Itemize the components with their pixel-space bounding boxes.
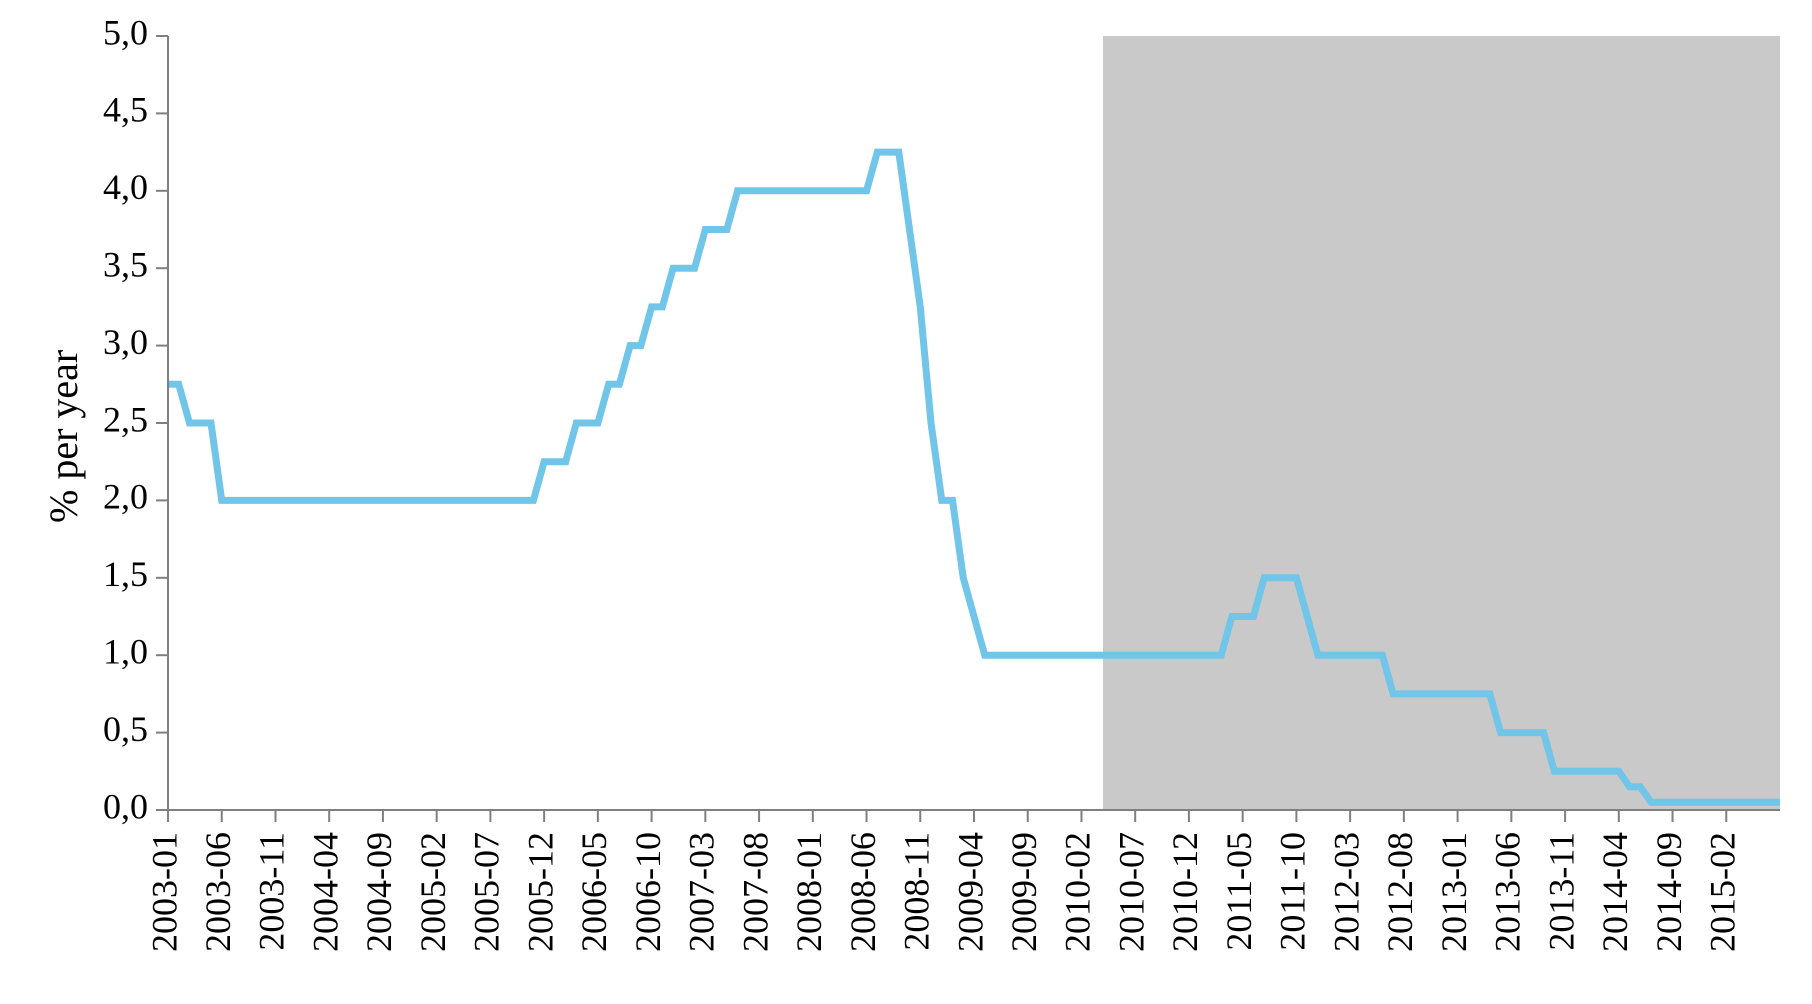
y-tick-label: 2,5 xyxy=(103,399,148,439)
x-tick-label: 2004-04 xyxy=(305,832,345,952)
x-tick-label: 2003-11 xyxy=(252,832,292,951)
x-tick-label: 2008-01 xyxy=(789,832,829,952)
y-tick-label: 0,0 xyxy=(103,786,148,826)
y-tick-label: 1,0 xyxy=(103,631,148,671)
x-tick-label: 2012-03 xyxy=(1326,832,1366,952)
y-tick-label: 3,5 xyxy=(103,244,148,284)
x-tick-label: 2015-02 xyxy=(1703,832,1743,952)
x-tick-label: 2012-08 xyxy=(1380,832,1420,952)
y-tick-label: 3,0 xyxy=(103,322,148,362)
x-tick-label: 2013-01 xyxy=(1434,832,1474,952)
x-tick-label: 2004-09 xyxy=(359,832,399,952)
x-tick-label: 2010-12 xyxy=(1165,832,1205,952)
x-tick-label: 2008-06 xyxy=(843,832,883,952)
x-tick-label: 2011-05 xyxy=(1219,832,1259,951)
x-tick-label: 2005-02 xyxy=(413,832,453,952)
x-tick-label: 2009-04 xyxy=(950,832,990,952)
x-tick-label: 2005-07 xyxy=(467,832,507,952)
chart-svg: 0,0 0,5 1,0 1,5 2,0 2,5 3,0 3,5 4,0 4,5 5,0 2003-01… xyxy=(0,0,1812,1004)
y-tick-label: 1,5 xyxy=(103,554,148,594)
y-tick-label: 0,5 xyxy=(103,709,148,749)
y-tick-label: 4,0 xyxy=(103,167,148,207)
x-tick-label: 2005-12 xyxy=(520,832,560,952)
x-tick-label: 2003-06 xyxy=(198,832,238,952)
x-tick-label: 2013-11 xyxy=(1541,832,1581,951)
x-tick-label: 2007-08 xyxy=(735,832,775,952)
x-tick-label: 2011-10 xyxy=(1273,832,1313,951)
x-tick-label: 2008-11 xyxy=(897,832,937,951)
x-tick-label: 2007-03 xyxy=(682,832,722,952)
x-tick-label: 2014-09 xyxy=(1649,832,1689,952)
y-tick-label: 4,5 xyxy=(103,90,148,130)
x-tick-label: 2003-01 xyxy=(144,832,184,952)
interest-rate-chart: 0,0 0,5 1,0 1,5 2,0 2,5 3,0 3,5 4,0 4,5 5,0 2003-01… xyxy=(0,0,1812,1004)
x-tick-label: 2006-10 xyxy=(628,832,668,952)
y-tick-label: 5,0 xyxy=(103,12,148,52)
y-tick-label: 2,0 xyxy=(103,477,148,517)
y-axis-title: % per year xyxy=(40,350,87,523)
x-tick-label: 2009-09 xyxy=(1004,832,1044,952)
x-tick-label: 2010-07 xyxy=(1111,832,1151,952)
x-tick-label: 2006-05 xyxy=(574,832,614,952)
x-tick-label: 2013-06 xyxy=(1488,832,1528,952)
x-tick-label: 2010-02 xyxy=(1058,832,1098,952)
x-tick-label: 2014-04 xyxy=(1595,832,1635,952)
